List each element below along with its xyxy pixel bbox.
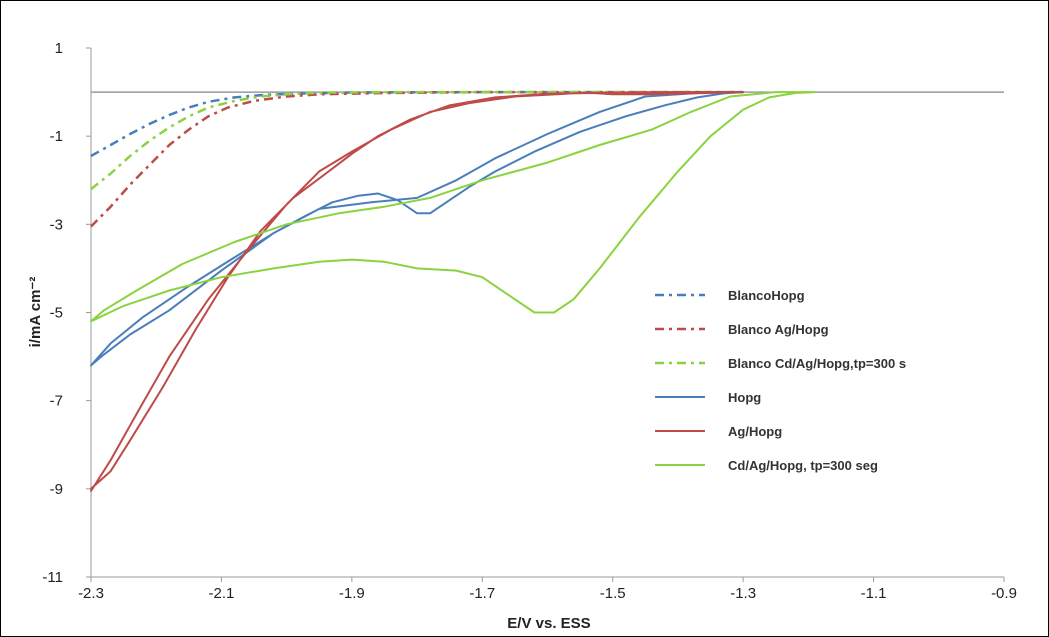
series-line-blanco-cd-ag-hopg-tp-300-s bbox=[90, 90, 744, 191]
x-tick-label: -1.3 bbox=[730, 585, 756, 602]
y-tick-label: -3 bbox=[50, 216, 63, 233]
y-tick-label: 1 bbox=[55, 40, 63, 57]
y-tick-label: -5 bbox=[50, 305, 63, 322]
x-tick-label: -1.5 bbox=[600, 585, 626, 602]
x-tick-label: -2.3 bbox=[78, 585, 104, 602]
series-line-ag-hopg bbox=[90, 91, 745, 492]
y-tick-label: -9 bbox=[50, 481, 63, 498]
y-tick-label: -11 bbox=[42, 569, 63, 586]
legend-label: BlancoHopg bbox=[728, 288, 805, 303]
x-axis-title: E/V vs. ESS bbox=[507, 615, 590, 632]
x-tick-label: -1.7 bbox=[469, 585, 495, 602]
series-line-blanco-ag-hopg bbox=[90, 90, 744, 228]
series-line-blancohopg bbox=[90, 90, 744, 158]
y-tick-label: -7 bbox=[50, 393, 63, 410]
x-tick-label: -2.1 bbox=[208, 585, 234, 602]
legend-label: Blanco Ag/Hopg bbox=[728, 322, 829, 337]
series-line-hopg bbox=[90, 91, 745, 367]
x-tick-label: -1.1 bbox=[861, 585, 887, 602]
y-tick-label: -1 bbox=[50, 128, 63, 145]
y-axis-title: i/mA cm⁻² bbox=[27, 277, 44, 348]
x-axis: -2.3 -2.1 -1.9 -1.7 -1.5 -1.3 -1.1 -0.9 bbox=[78, 576, 1017, 602]
x-tick-label: -0.9 bbox=[991, 585, 1017, 602]
legend-label: Ag/Hopg bbox=[728, 424, 782, 439]
legend: BlancoHopg Blanco Ag/Hopg Blanco Cd/Ag/Hop… bbox=[655, 288, 906, 473]
x-tick-label: -1.9 bbox=[339, 585, 365, 602]
y-axis: 1 -1 -3 -5 -7 -9 -11 bbox=[42, 40, 91, 586]
series-line-cd-ag-hopg-tp-300-seg bbox=[90, 91, 816, 323]
legend-label: Hopg bbox=[728, 390, 761, 405]
legend-label: Cd/Ag/Hopg, tp=300 seg bbox=[728, 458, 878, 473]
legend-label: Blanco Cd/Ag/Hopg,tp=300 s bbox=[728, 356, 906, 371]
series-layer bbox=[90, 90, 816, 492]
